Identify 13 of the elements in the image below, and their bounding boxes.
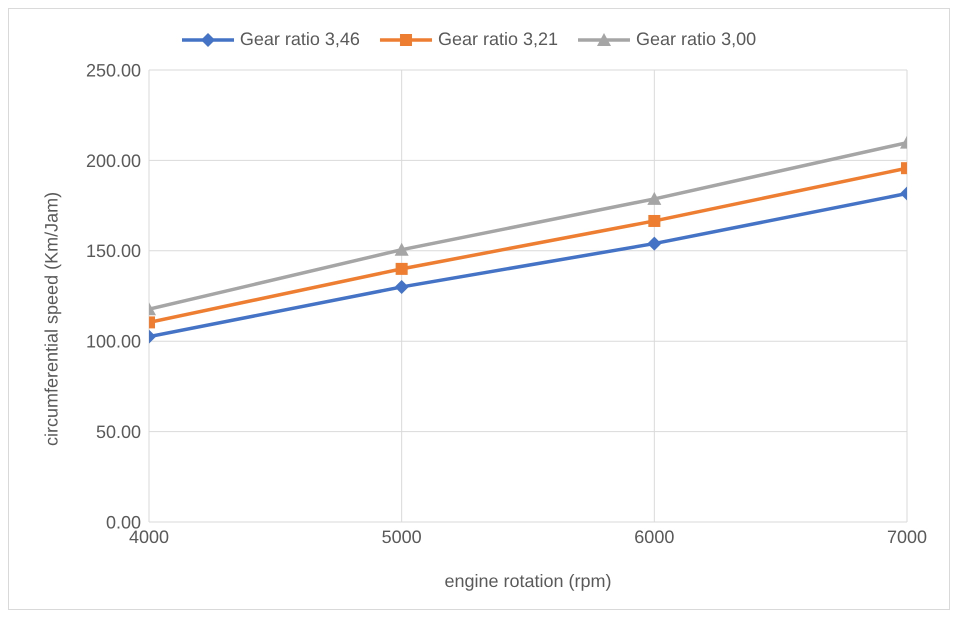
- y-axis-title: circumferential speed (Km/Jam): [41, 192, 62, 446]
- legend-label: Gear ratio 3,00: [635, 29, 756, 50]
- x-tick-label: 6000: [634, 526, 674, 547]
- y-tick-label: 250.00: [86, 60, 141, 80]
- legend-label: Gear ratio 3,46: [238, 29, 360, 50]
- x-tick-label: 7000: [886, 526, 928, 547]
- y-tick-label: 200.00: [86, 150, 141, 171]
- y-tick-label: 100.00: [86, 332, 141, 352]
- y-tick-label: 50.00: [96, 422, 141, 442]
- x-axis-title: engine rotation (rpm): [444, 571, 612, 591]
- legend-label: Gear ratio 3,21: [436, 29, 558, 50]
- y-tick-label: 150.00: [86, 241, 141, 262]
- x-tick-label: 5000: [382, 526, 422, 547]
